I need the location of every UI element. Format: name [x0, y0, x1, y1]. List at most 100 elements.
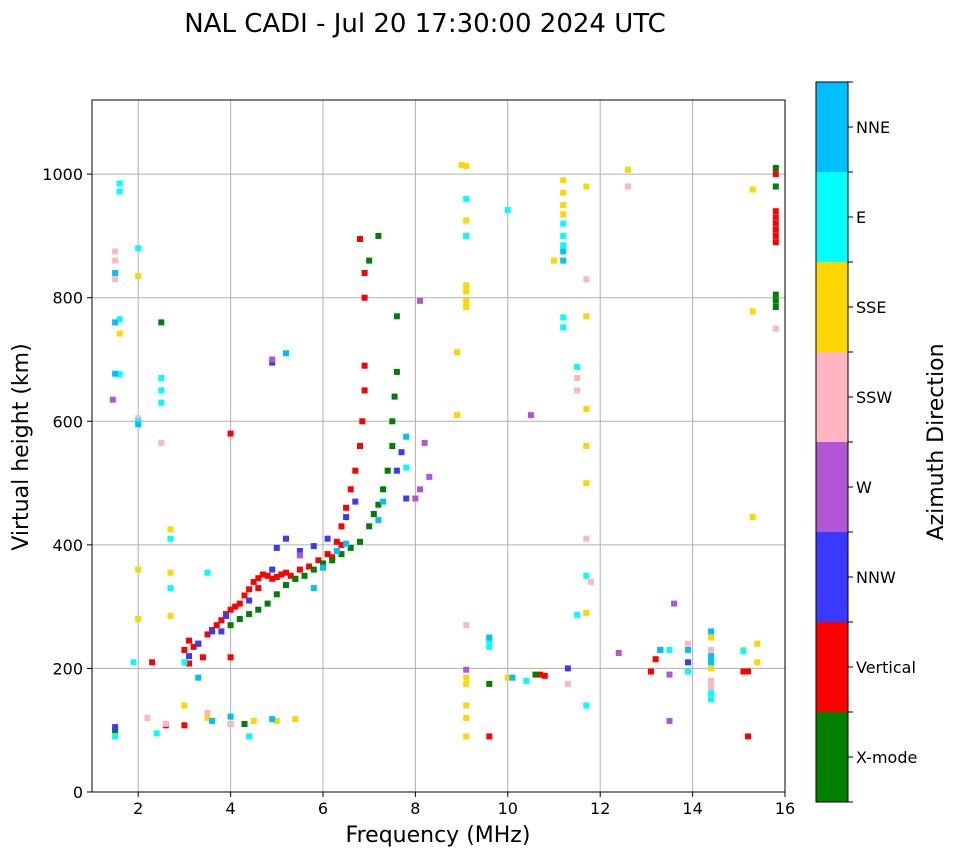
data-point-e — [130, 659, 137, 666]
data-point-e — [167, 585, 174, 592]
data-point-x-mode — [375, 501, 382, 508]
data-point-sse — [463, 288, 470, 295]
colorbar-category-label: X-mode — [856, 748, 917, 767]
data-point-x-mode — [338, 551, 345, 558]
data-point-x-mode — [366, 257, 373, 264]
data-point-ssw — [708, 684, 715, 690]
data-point-nnw — [283, 535, 289, 542]
data-point-vertical — [772, 226, 779, 233]
data-point-x-mode — [236, 616, 243, 622]
data-point-x-mode — [393, 368, 400, 375]
y-tick-label: 1000 — [42, 165, 83, 184]
data-point-x-mode — [158, 319, 165, 326]
data-point-w — [671, 600, 678, 607]
data-point-e — [158, 375, 165, 381]
data-point-vertical — [361, 270, 368, 276]
data-point-ssw — [162, 721, 169, 727]
data-point-vertical — [259, 571, 266, 578]
data-point-e — [486, 643, 493, 650]
data-point-nne — [333, 548, 340, 554]
data-point-sse — [135, 566, 142, 573]
data-point-ssw — [624, 183, 631, 190]
data-point-nnw — [393, 467, 400, 474]
data-point-e — [583, 702, 590, 709]
data-point-vertical — [357, 443, 363, 449]
data-point-sse — [204, 714, 211, 721]
data-point-x-mode — [246, 611, 253, 618]
data-point-nnw — [223, 612, 229, 619]
data-point-nnw — [398, 449, 405, 456]
data-point-vertical — [772, 214, 779, 221]
data-point-sse — [583, 405, 590, 412]
data-point-sse — [560, 202, 567, 208]
colorbar-category-label: NNW — [856, 568, 896, 587]
data-point-nne — [112, 270, 119, 276]
data-point-nne — [209, 717, 216, 724]
data-point-w — [296, 552, 303, 559]
data-point-vertical — [283, 569, 289, 576]
data-point-vertical — [772, 220, 779, 227]
data-point-sse — [583, 183, 590, 190]
data-point-nne — [227, 713, 234, 720]
data-point-sse — [749, 514, 756, 521]
colorbar-category-label: E — [856, 208, 866, 227]
x-tick-label: 14 — [682, 799, 702, 818]
data-point-vertical — [273, 574, 280, 580]
colorbar-segment-x-mode — [816, 712, 848, 802]
data-point-vertical — [329, 554, 336, 561]
data-point-nne — [310, 585, 317, 592]
data-point-vertical — [745, 668, 751, 675]
grid-lines — [92, 100, 786, 793]
data-point-sse — [463, 674, 470, 681]
data-point-x-mode — [532, 671, 539, 678]
colorbar-category-label: SSE — [856, 298, 886, 317]
data-point-vertical — [338, 523, 345, 530]
chart-title: NAL CADI - Jul 20 17:30:00 2024 UTC — [184, 9, 666, 39]
data-point-ssw — [583, 535, 590, 542]
x-tick-label: 12 — [590, 799, 610, 818]
data-point-e — [708, 696, 715, 703]
data-point-sse — [624, 166, 631, 173]
x-tick-label: 4 — [226, 799, 236, 818]
data-point-vertical — [338, 541, 345, 548]
data-point-x-mode — [370, 511, 377, 517]
data-point-sse — [454, 412, 460, 419]
data-point-sse — [463, 163, 470, 170]
data-point-sse — [708, 634, 715, 641]
data-point-vertical — [745, 733, 751, 740]
colorbar-segment-ssw — [816, 352, 848, 442]
data-point-ssw — [112, 257, 119, 264]
data-point-sse — [583, 480, 590, 487]
x-axis-ticks: 2 4 6 8 10 12 14 16 — [133, 792, 795, 818]
data-point-sse — [583, 609, 590, 616]
data-point-sse — [135, 273, 142, 280]
data-point-vertical — [181, 646, 188, 653]
y-tick-label: 800 — [52, 289, 83, 308]
data-point-vertical — [204, 631, 211, 638]
data-point-sse — [583, 443, 590, 449]
x-tick-label: 2 — [133, 799, 143, 818]
data-point-e — [740, 648, 747, 655]
data-point-vertical — [181, 722, 188, 729]
data-point-ssw — [158, 439, 165, 446]
data-point-nnw — [564, 665, 571, 672]
data-point-w — [666, 671, 673, 678]
colorbar-segment-nnw — [816, 532, 848, 622]
data-point-w — [463, 666, 470, 673]
y-tick-label: 0 — [73, 783, 83, 802]
data-point-nne — [112, 370, 119, 377]
data-point-w — [426, 473, 433, 480]
data-point-x-mode — [772, 297, 779, 304]
data-point-sse — [749, 308, 756, 315]
y-tick-label: 600 — [52, 412, 83, 431]
data-point-vertical — [287, 572, 294, 579]
data-point-vertical — [648, 668, 654, 675]
data-point-sse — [463, 304, 470, 310]
data-point-e — [685, 668, 691, 675]
data-point-x-mode — [347, 544, 354, 551]
colorbar-segment-w — [816, 442, 848, 532]
data-point-w — [417, 297, 423, 304]
data-point-vertical — [246, 586, 253, 593]
data-point-x-mode — [486, 680, 493, 687]
